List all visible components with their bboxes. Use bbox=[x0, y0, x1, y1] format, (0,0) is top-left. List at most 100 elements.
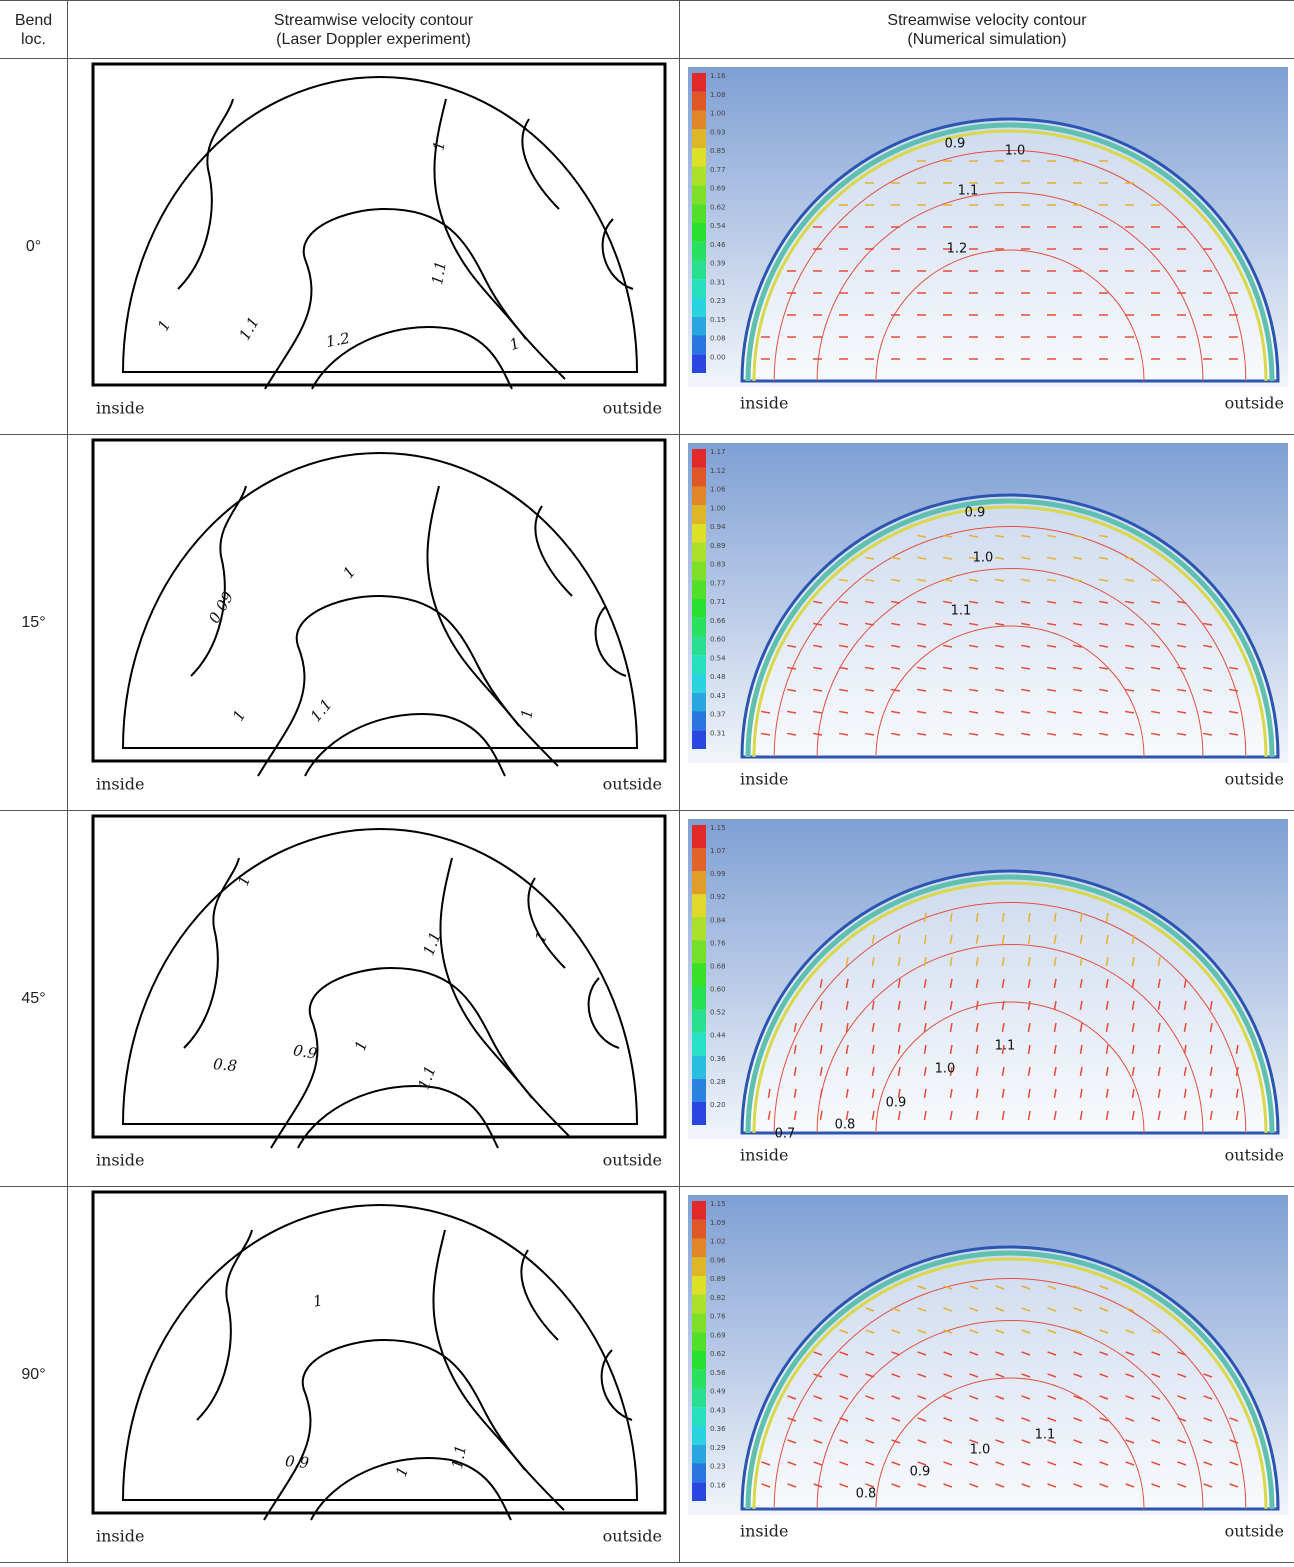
bend-label: 15° bbox=[21, 613, 46, 631]
velocity-arrow bbox=[969, 710, 979, 714]
velocity-arrow bbox=[1151, 1351, 1161, 1356]
velocity-arrow bbox=[839, 710, 849, 714]
velocity-arrow bbox=[845, 956, 849, 966]
outside-label: outside bbox=[1225, 1522, 1284, 1541]
contour-label: 1 bbox=[531, 929, 551, 946]
velocity-arrow bbox=[1203, 622, 1213, 626]
velocity-arrow bbox=[1183, 1088, 1187, 1098]
velocity-arrow bbox=[1131, 956, 1135, 966]
colorbar-swatch bbox=[692, 1332, 706, 1351]
wall-band bbox=[745, 1250, 1275, 1510]
velocity-arrow bbox=[865, 1395, 875, 1400]
velocity-arrow bbox=[969, 1329, 979, 1334]
velocity-arrow bbox=[891, 1461, 901, 1466]
velocity-arrow bbox=[1047, 578, 1057, 582]
colorbar-label: 0.16 bbox=[710, 1481, 726, 1489]
velocity-arrow bbox=[1099, 534, 1109, 538]
velocity-arrow bbox=[1131, 1022, 1135, 1032]
velocity-arrow bbox=[1047, 600, 1057, 604]
velocity-arrow bbox=[995, 1307, 1005, 1312]
velocity-arrow bbox=[813, 666, 823, 670]
velocity-arrow bbox=[1079, 1044, 1083, 1054]
contour-label: 1 bbox=[312, 1291, 325, 1310]
velocity-arrow bbox=[1099, 1395, 1109, 1400]
velocity-arrow bbox=[1125, 1417, 1135, 1422]
velocity-arrow bbox=[865, 688, 875, 692]
velocity-arrow bbox=[969, 1439, 979, 1444]
velocity-arrow bbox=[943, 1329, 953, 1334]
velocity-arrow bbox=[1099, 1417, 1109, 1422]
header-title: Streamwise velocity contour bbox=[273, 11, 474, 29]
colorbar-swatch bbox=[692, 1078, 706, 1102]
velocity-arrow bbox=[1177, 688, 1187, 692]
velocity-arrow bbox=[1177, 1373, 1187, 1378]
velocity-arrow bbox=[975, 1022, 979, 1032]
velocity-arrow bbox=[995, 666, 1005, 670]
velocity-arrow bbox=[1105, 1000, 1109, 1010]
velocity-arrow bbox=[975, 1066, 979, 1076]
velocity-arrow bbox=[917, 1439, 927, 1444]
colorbar-label: 0.23 bbox=[710, 297, 726, 305]
velocity-arrow bbox=[1151, 688, 1161, 692]
velocity-arrow bbox=[1021, 600, 1031, 604]
velocity-arrow bbox=[1001, 1066, 1005, 1076]
velocity-arrow bbox=[839, 1351, 849, 1356]
colorbar-label: 0.60 bbox=[710, 636, 726, 644]
colorbar-swatch bbox=[692, 1482, 706, 1501]
velocity-arrow bbox=[871, 1066, 875, 1076]
velocity-arrow bbox=[1131, 978, 1135, 988]
velocity-arrow bbox=[995, 1395, 1005, 1400]
velocity-arrow bbox=[787, 1483, 797, 1488]
colorbar-label: 0.89 bbox=[710, 542, 726, 550]
velocity-arrow bbox=[1079, 978, 1083, 988]
velocity-arrow bbox=[949, 1044, 953, 1054]
velocity-arrow bbox=[1099, 1461, 1109, 1466]
velocity-arrow bbox=[1021, 710, 1031, 714]
velocity-arrow bbox=[813, 1395, 823, 1400]
colorbar-label: 0.96 bbox=[710, 1256, 726, 1264]
velocity-arrow bbox=[813, 1351, 823, 1356]
velocity-arrow bbox=[943, 1373, 953, 1378]
velocity-arrow bbox=[969, 1307, 979, 1312]
contour-label: 0.9 bbox=[284, 1452, 310, 1472]
velocity-arrow bbox=[975, 934, 979, 944]
velocity-arrow bbox=[865, 1461, 875, 1466]
wall-band bbox=[752, 1257, 1268, 1510]
velocity-arrow bbox=[871, 1044, 875, 1054]
velocity-arrow bbox=[1209, 1000, 1213, 1010]
velocity-arrow bbox=[1099, 578, 1109, 582]
velocity-arrow bbox=[839, 1395, 849, 1400]
velocity-arrow bbox=[1073, 644, 1083, 648]
velocity-arrow bbox=[761, 1461, 771, 1466]
velocity-arrow bbox=[1183, 1000, 1187, 1010]
velocity-arrow bbox=[891, 556, 901, 560]
velocity-arrow bbox=[787, 688, 797, 692]
colorbar-swatch bbox=[692, 636, 706, 656]
velocity-arrow bbox=[1203, 732, 1213, 736]
velocity-arrow bbox=[1073, 1439, 1083, 1444]
velocity-arrow bbox=[1229, 732, 1239, 736]
velocity-arrow bbox=[917, 644, 927, 648]
contour-line bbox=[257, 594, 559, 777]
velocity-arrow bbox=[891, 1395, 901, 1400]
colorbar-label: 0.43 bbox=[710, 1406, 726, 1414]
colorbar-label: 1.16 bbox=[710, 72, 726, 80]
velocity-arrow bbox=[949, 912, 953, 922]
velocity-arrow bbox=[995, 644, 1005, 648]
velocity-arrow bbox=[1151, 710, 1161, 714]
colorbar-label: 0.76 bbox=[710, 1313, 726, 1321]
simulation-figure: 1.16 1.08 1.00 0.93 0.85 0.77 0.69 0.62 0.54 0.46… bbox=[688, 67, 1288, 413]
velocity-arrow bbox=[1027, 1044, 1031, 1054]
wall-band bbox=[745, 122, 1275, 382]
velocity-arrow bbox=[813, 1483, 823, 1488]
colorbar-label: 0.54 bbox=[710, 222, 726, 230]
velocity-arrow bbox=[1229, 1439, 1239, 1444]
velocity-arrow bbox=[1073, 1461, 1083, 1466]
contour-line bbox=[263, 1338, 565, 1521]
velocity-arrow bbox=[1053, 934, 1057, 944]
velocity-arrow bbox=[975, 1000, 979, 1010]
velocity-arrow bbox=[1229, 666, 1239, 670]
colorbar-swatch bbox=[692, 204, 706, 223]
velocity-arrow bbox=[1099, 732, 1109, 736]
contour-line bbox=[304, 713, 506, 777]
